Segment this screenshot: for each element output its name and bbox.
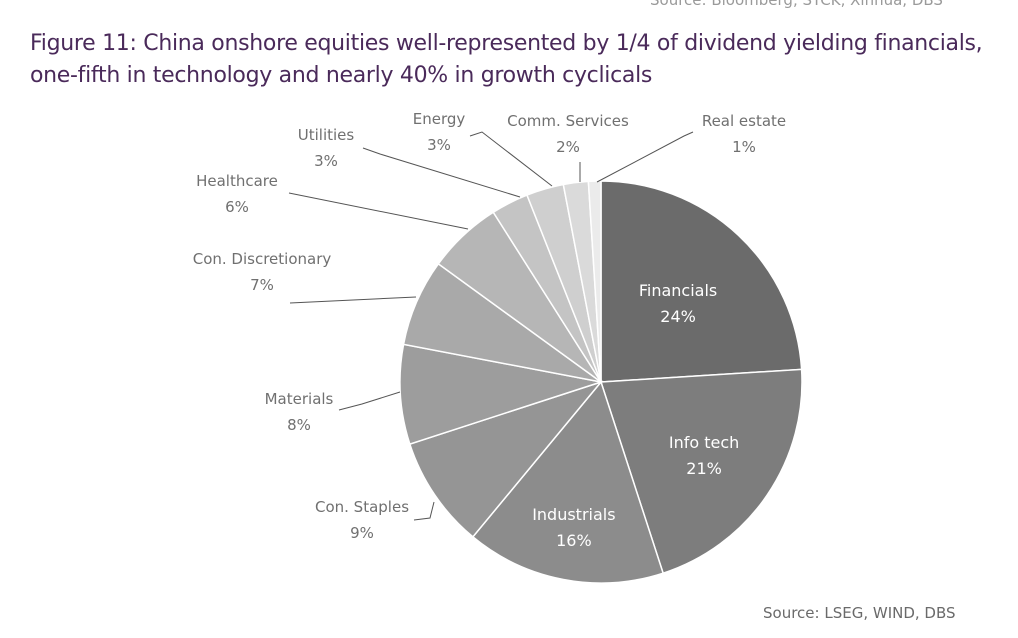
leader-line-healthcare bbox=[288, 192, 469, 230]
source-note: Source: LSEG, WIND, DBS bbox=[763, 604, 956, 622]
pie-slice-industrials bbox=[471, 380, 665, 584]
slice-label-con-discretionary: Con. Discretionary bbox=[193, 250, 332, 268]
pie-slice-info-tech bbox=[599, 368, 803, 575]
pie-slice-financials bbox=[600, 180, 803, 383]
leader-lines bbox=[288, 131, 694, 521]
leader-line-materials bbox=[338, 391, 401, 411]
leader-line-con-discretionary bbox=[289, 296, 417, 304]
slice-value-con-staples: 9% bbox=[350, 524, 374, 542]
leader-line-con-staples bbox=[413, 501, 435, 521]
slice-value-financials: 24% bbox=[660, 307, 696, 326]
slice-value-real-estate: 1% bbox=[732, 138, 756, 156]
slice-label-info-tech: Info tech bbox=[669, 433, 739, 452]
pie-slices bbox=[399, 180, 803, 584]
pie-slice-materials bbox=[399, 343, 602, 446]
slice-value-materials: 8% bbox=[287, 416, 311, 434]
pie-slice-con-staples bbox=[408, 380, 604, 538]
slice-value-industrials: 16% bbox=[556, 531, 592, 550]
slice-labels: Financials 24% Info tech 21% Industrials 16% C… bbox=[193, 110, 786, 550]
slice-label-utilities: Utilities bbox=[298, 126, 355, 144]
slice-value-comm-services: 2% bbox=[556, 138, 580, 156]
slice-value-energy: 3% bbox=[427, 136, 451, 154]
slice-value-healthcare: 6% bbox=[225, 198, 249, 216]
slice-label-materials: Materials bbox=[265, 390, 334, 408]
slice-value-con-discretionary: 7% bbox=[250, 276, 274, 294]
leader-line-energy bbox=[469, 131, 553, 187]
leader-line-real-estate bbox=[596, 131, 694, 183]
slice-value-info-tech: 21% bbox=[686, 459, 722, 478]
slice-label-financials: Financials bbox=[639, 281, 717, 300]
leader-line-utilities bbox=[362, 147, 521, 198]
slice-label-comm-services: Comm. Services bbox=[507, 112, 629, 130]
top-source-note: Source: Bloomberg, STCK, Xinhua, DBS bbox=[650, 0, 943, 9]
slice-label-con-staples: Con. Staples bbox=[315, 498, 409, 516]
slice-label-energy: Energy bbox=[413, 110, 466, 128]
slice-label-healthcare: Healthcare bbox=[196, 172, 278, 190]
figure-title: Figure 11: China onshore equities well-r… bbox=[30, 28, 1005, 92]
figure-title-line-2: one-fifth in technology and nearly 40% i… bbox=[30, 63, 653, 88]
slice-label-real-estate: Real estate bbox=[702, 112, 786, 130]
slice-value-utilities: 3% bbox=[314, 152, 338, 170]
figure-title-line-1: Figure 11: China onshore equities well-r… bbox=[30, 31, 983, 56]
pie-slice-real-estate bbox=[587, 180, 602, 383]
slice-label-industrials: Industrials bbox=[532, 505, 615, 524]
